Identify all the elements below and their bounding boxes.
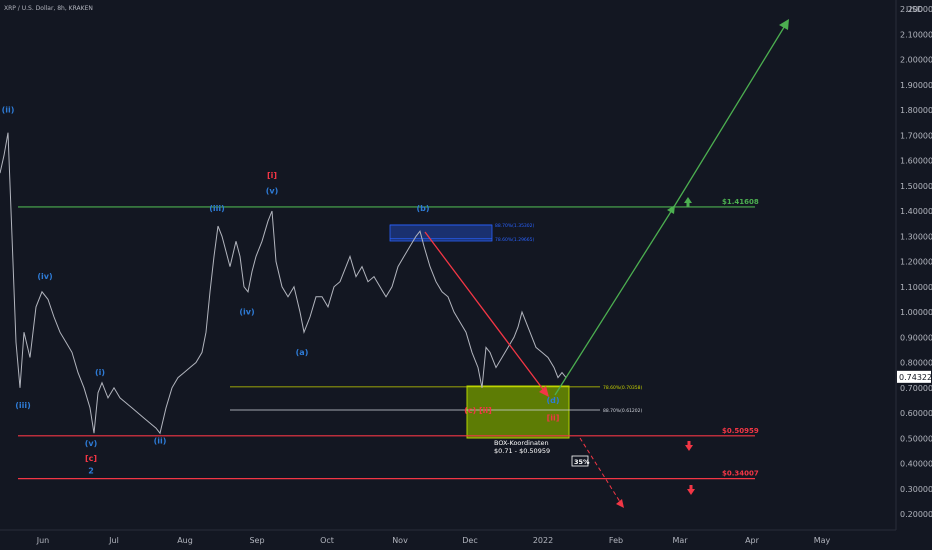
fib-label: 78.60%(0.70358) xyxy=(603,385,643,391)
wave-label: 2 xyxy=(88,467,94,476)
x-tick-label: Jun xyxy=(36,536,50,545)
x-tick-label: May xyxy=(814,536,831,545)
red-dashed-arrowhead xyxy=(616,499,624,508)
y-tick-label: 0.30000 xyxy=(900,485,932,494)
x-tick-label: 2022 xyxy=(533,536,553,545)
y-tick-label: 0.50000 xyxy=(900,434,932,443)
wave-label: [c] xyxy=(85,454,97,463)
box-range: $0.71 - $0.50959 xyxy=(494,447,550,455)
y-tick-label: 1.50000 xyxy=(900,182,932,191)
wave-label: (ii) xyxy=(2,106,15,115)
green-arrowhead-2 xyxy=(779,19,789,30)
wave-label: (c) [ii] xyxy=(464,406,492,415)
level-label: $0.34007 xyxy=(722,470,759,478)
y-tick-label: 0.70000 xyxy=(900,384,932,393)
chart-title: XRP / U.S. Dollar, 8h, KRAKEN xyxy=(4,5,93,12)
x-tick-label: Oct xyxy=(320,536,334,545)
y-tick-label: 1.70000 xyxy=(900,131,932,140)
wave-label: [ii] xyxy=(547,414,560,423)
wave-label: (b) xyxy=(416,204,429,213)
up-arrow-icon xyxy=(684,197,692,207)
wave-label: (v) xyxy=(85,439,98,448)
fib-label: 88.70%(0.61202) xyxy=(603,408,643,414)
wave-label: (d) xyxy=(546,396,559,405)
level-label: $0.50959 xyxy=(722,427,759,435)
y-tick-label: 0.90000 xyxy=(900,333,932,342)
price-axis: 2.20000 2.10000 2.00000 1.90000 1.80000 1.700… xyxy=(900,5,932,519)
x-tick-label: Nov xyxy=(392,536,408,545)
fib-label: 88.70%(1.35302) xyxy=(495,223,535,229)
wave-label: (i) xyxy=(95,368,105,377)
wave-label: [i] xyxy=(267,171,277,180)
fib-layer: 88.70%(1.35302) 78.60%(1.29665) 78.60%(0.7… xyxy=(230,223,643,414)
price-series-line xyxy=(0,132,567,435)
y-tick-label: 2.10000 xyxy=(900,30,932,39)
wave-labels: (ii) (iv) (iii) (i) (v) [c] 2 (ii) (iii) (iv) [i] (… xyxy=(2,106,560,476)
down-arrow-icon xyxy=(687,485,695,495)
wave-label: (iii) xyxy=(15,401,31,410)
red-arrowhead xyxy=(539,386,549,397)
wave-label: (ii) xyxy=(154,436,167,445)
price-unit-label: USD xyxy=(906,5,923,14)
level-label: $1.41608 xyxy=(722,198,759,206)
wave-label: (a) xyxy=(296,348,309,357)
y-tick-label: 1.20000 xyxy=(900,258,932,267)
projection-green-line xyxy=(554,209,673,396)
time-axis: Jun Jul Aug Sep Oct Nov Dec 2022 Feb Mar Apr May xyxy=(36,536,831,545)
x-tick-label: Mar xyxy=(672,536,688,545)
y-tick-label: 1.10000 xyxy=(900,283,932,292)
current-price-tag xyxy=(897,370,931,383)
y-tick-label: 2.20000 xyxy=(900,5,932,14)
wave-label: (iv) xyxy=(37,272,52,281)
projection-red-arrow xyxy=(424,231,546,393)
x-tick-label: Sep xyxy=(249,536,264,545)
percent-badge: 35% xyxy=(574,458,590,466)
y-tick-label: 1.60000 xyxy=(900,157,932,166)
y-tick-label: 2.00000 xyxy=(900,56,932,65)
y-tick-label: 1.40000 xyxy=(900,207,932,216)
current-price-value: 0.74322 xyxy=(899,373,932,382)
levels-layer: $1.41608 $0.50959 $0.34007 xyxy=(18,198,759,480)
y-tick-label: 1.00000 xyxy=(900,308,932,317)
x-tick-label: Feb xyxy=(609,536,623,545)
y-tick-label: 0.40000 xyxy=(900,460,932,469)
x-tick-label: Dec xyxy=(462,536,477,545)
wave-label: (iv) xyxy=(239,308,254,317)
y-tick-label: 0.60000 xyxy=(900,409,932,418)
target-box xyxy=(466,385,570,439)
projection-red-dashed xyxy=(579,437,623,506)
fib-label: 78.60%(1.29665) xyxy=(495,237,535,243)
down-arrow-icon xyxy=(685,441,693,451)
x-tick-label: Apr xyxy=(745,536,760,545)
x-tick-label: Jul xyxy=(108,536,119,545)
y-tick-label: 1.30000 xyxy=(900,232,932,241)
y-tick-label: 0.80000 xyxy=(900,359,932,368)
x-tick-label: Aug xyxy=(177,536,193,545)
wave-label: (v) xyxy=(266,186,279,195)
y-tick-label: 0.20000 xyxy=(900,510,932,519)
wave-label: (iii) xyxy=(209,204,225,213)
y-tick-label: 1.90000 xyxy=(900,81,932,90)
y-tick-label: 1.80000 xyxy=(900,106,932,115)
percent-badge-frame xyxy=(571,455,589,467)
box-title: BOX-Koordinaten xyxy=(494,439,549,447)
projection-green-arrow xyxy=(671,23,787,211)
